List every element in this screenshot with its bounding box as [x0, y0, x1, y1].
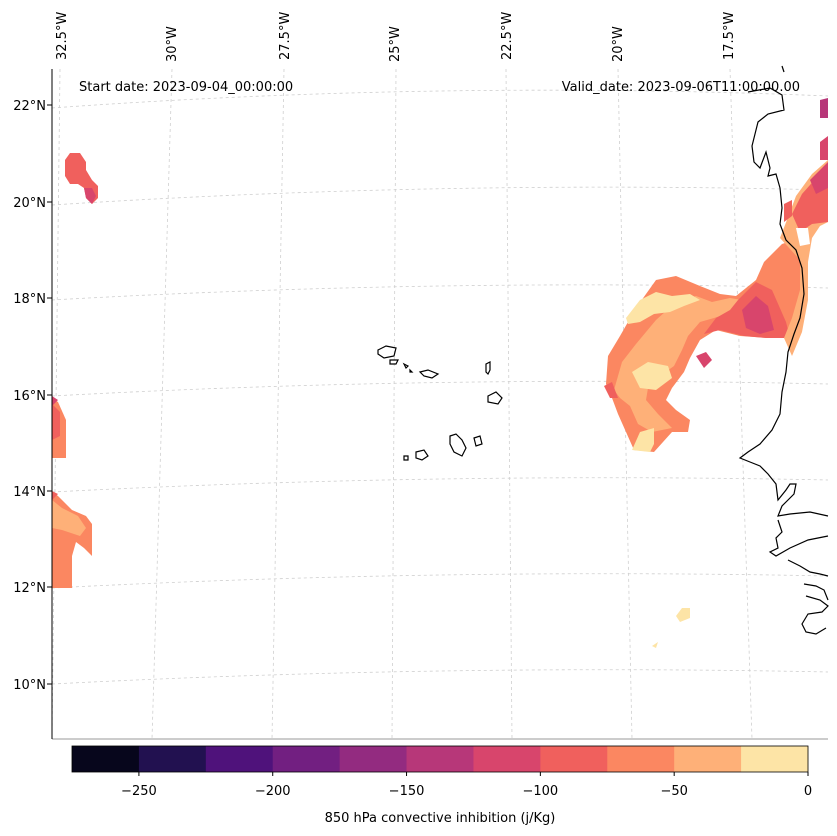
lon-label-27-5w: 27.5°W [278, 12, 293, 60]
colorbar-segment [406, 746, 474, 772]
colorbar-segment [272, 746, 341, 772]
start-date-label: Start date: 2023-09-04_00:00:00 [79, 80, 293, 95]
lon-label-17-5w: 17.5°W [722, 12, 737, 60]
colorbar-segment [473, 746, 541, 772]
lat-label-20n: 20°N [13, 196, 46, 211]
cape-verde-fogo [415, 449, 429, 461]
graticule [51, 68, 829, 740]
colorbar-tick-label: 0 [804, 784, 812, 799]
african-coastline [738, 87, 829, 517]
cape-verde-sao-nicolau [418, 369, 440, 379]
colorbar-tick-label: −150 [389, 784, 425, 799]
cin-contours [52, 98, 828, 648]
colorbar-segment [674, 746, 742, 772]
valid-date-label: Valid_date: 2023-09-06T11:00:00.00 [562, 80, 800, 95]
lat-label-22n: 22°N [13, 99, 46, 114]
colorbar-segment [540, 746, 608, 772]
colorbar-tick-label: −250 [121, 784, 157, 799]
lat-label-14n: 14°N [13, 485, 46, 500]
map-background [52, 69, 828, 739]
lat-label-18n: 18°N [13, 292, 46, 307]
colorbar-tick-label: −50 [660, 784, 687, 799]
cape-verde-santo-antao [377, 345, 397, 359]
cin-plume-east-light [614, 296, 742, 432]
cape-verde-santiago [449, 433, 467, 457]
colorbar-segment [205, 746, 274, 772]
lon-label-32-5w: 32.5°W [55, 12, 70, 60]
cape-verde-maio [473, 435, 483, 447]
coastlines [377, 65, 829, 635]
cape-verde-sal [485, 361, 491, 376]
lat-ticks [47, 104, 52, 685]
cin-patch-west-edge-core [52, 404, 60, 440]
lat-label-12n: 12°N [13, 581, 46, 596]
colorbar-ticks [138, 772, 809, 776]
lon-label-25w: 25°W [388, 26, 403, 62]
colorbar-frame [71, 745, 809, 773]
cape-verde-boa-vista [487, 391, 503, 405]
cape-verde-sao-vicente [389, 359, 399, 365]
colorbar-segment [607, 746, 675, 772]
lat-label-16n: 16°N [13, 389, 46, 404]
cin-patch-south-small [676, 608, 690, 622]
colorbar-segment [339, 746, 408, 772]
colorbar [72, 746, 809, 772]
colorbar-segment [741, 746, 809, 772]
cin-patch-northwest-core [84, 188, 96, 204]
lon-label-20w: 20°W [611, 26, 626, 62]
colorbar-label: 850 hPa convective inhibition (j/Kg) [325, 811, 556, 826]
cin-plume-east-lightest [626, 292, 700, 324]
lat-label-10n: 10°N [13, 678, 46, 693]
lon-label-22-5w: 22.5°W [500, 12, 515, 60]
cape-verde-brava [403, 455, 409, 461]
cin-patch-southwest-core [52, 500, 86, 536]
colorbar-tick-label: −100 [523, 784, 559, 799]
colorbar-segment [72, 746, 140, 772]
colorbar-tick-label: −200 [255, 784, 291, 799]
colorbar-segment [138, 746, 207, 772]
lon-label-30w: 30°W [165, 26, 180, 62]
